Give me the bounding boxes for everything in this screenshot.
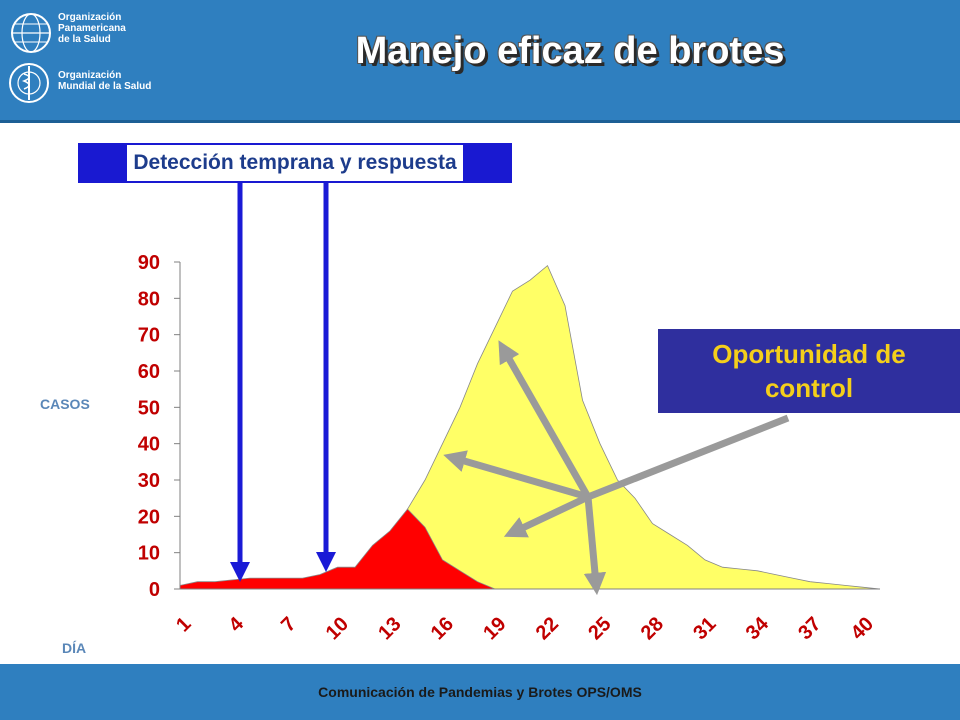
- area-series-2: [180, 264, 881, 590]
- footer-bar: [0, 664, 960, 720]
- y-tick-label: 60: [138, 361, 160, 383]
- org-who-line2: Mundial de la Salud: [58, 81, 152, 92]
- y-axis-label: CASOS: [40, 396, 90, 412]
- y-tick-label: 20: [138, 506, 160, 528]
- control-arrow-up: [498, 340, 592, 499]
- y-tick-label: 30: [138, 470, 160, 492]
- org-paho-line2: Panamericana: [58, 23, 126, 34]
- page-title: Manejo eficaz de brotes: [355, 30, 785, 72]
- footer-text: Comunicación de Pandemias y Brotes OPS/O…: [318, 684, 642, 700]
- y-tick-label: 10: [138, 543, 160, 565]
- org-who-name: Organización Mundial de la Salud: [58, 70, 151, 92]
- x-tick-label: 22: [532, 613, 563, 644]
- x-tick-label: 28: [637, 613, 668, 644]
- x-tick-label: 10: [322, 613, 353, 644]
- control-arrow-down: [583, 496, 607, 596]
- y-tick-label: 50: [138, 397, 160, 419]
- y-tick-label: 80: [138, 288, 160, 310]
- early-detection-label: Detección temprana y respuesta: [78, 143, 512, 183]
- org-paho-line3: de la Salud: [58, 34, 111, 45]
- org-paho-name: Organización Panamericana de la Salud: [58, 12, 126, 45]
- control-arrow-lower: [503, 493, 590, 538]
- y-tick-label: 40: [138, 434, 160, 456]
- x-axis-label: DÍA: [62, 640, 87, 656]
- org-paho-line1: Organización: [58, 12, 122, 23]
- early-detection-text: Detección temprana y respuesta: [127, 145, 463, 181]
- x-tick-label: 7: [277, 613, 300, 636]
- control-label-line2: control: [764, 373, 854, 403]
- paho-globe-icon: [11, 13, 51, 53]
- y-tick-label: 0: [149, 579, 160, 601]
- who-emblem-icon: [9, 63, 49, 103]
- header-bar: [0, 0, 960, 120]
- x-tick-label: 16: [427, 613, 458, 644]
- x-tick-label: 19: [479, 613, 510, 644]
- x-tick-label: 31: [689, 613, 720, 644]
- control-label-line1: Oportunidad de: [712, 339, 906, 369]
- x-tick-label: 34: [742, 612, 774, 644]
- org-who-line1: Organización: [58, 70, 122, 81]
- x-tick-label: 40: [847, 613, 878, 644]
- control-arrow-left: [443, 450, 589, 501]
- x-tick-label: 25: [584, 613, 615, 644]
- control-arrow-stem: [586, 414, 790, 501]
- x-tick-label: 4: [225, 612, 249, 636]
- y-tick-label: 90: [138, 252, 160, 274]
- x-tick-label: 1: [172, 613, 195, 636]
- x-tick-label: 13: [374, 613, 405, 644]
- y-tick-label: 70: [138, 325, 160, 347]
- control-opportunity-label: Oportunidad de control: [658, 329, 960, 413]
- x-tick-label: 37: [794, 613, 825, 644]
- header-divider: [0, 120, 960, 123]
